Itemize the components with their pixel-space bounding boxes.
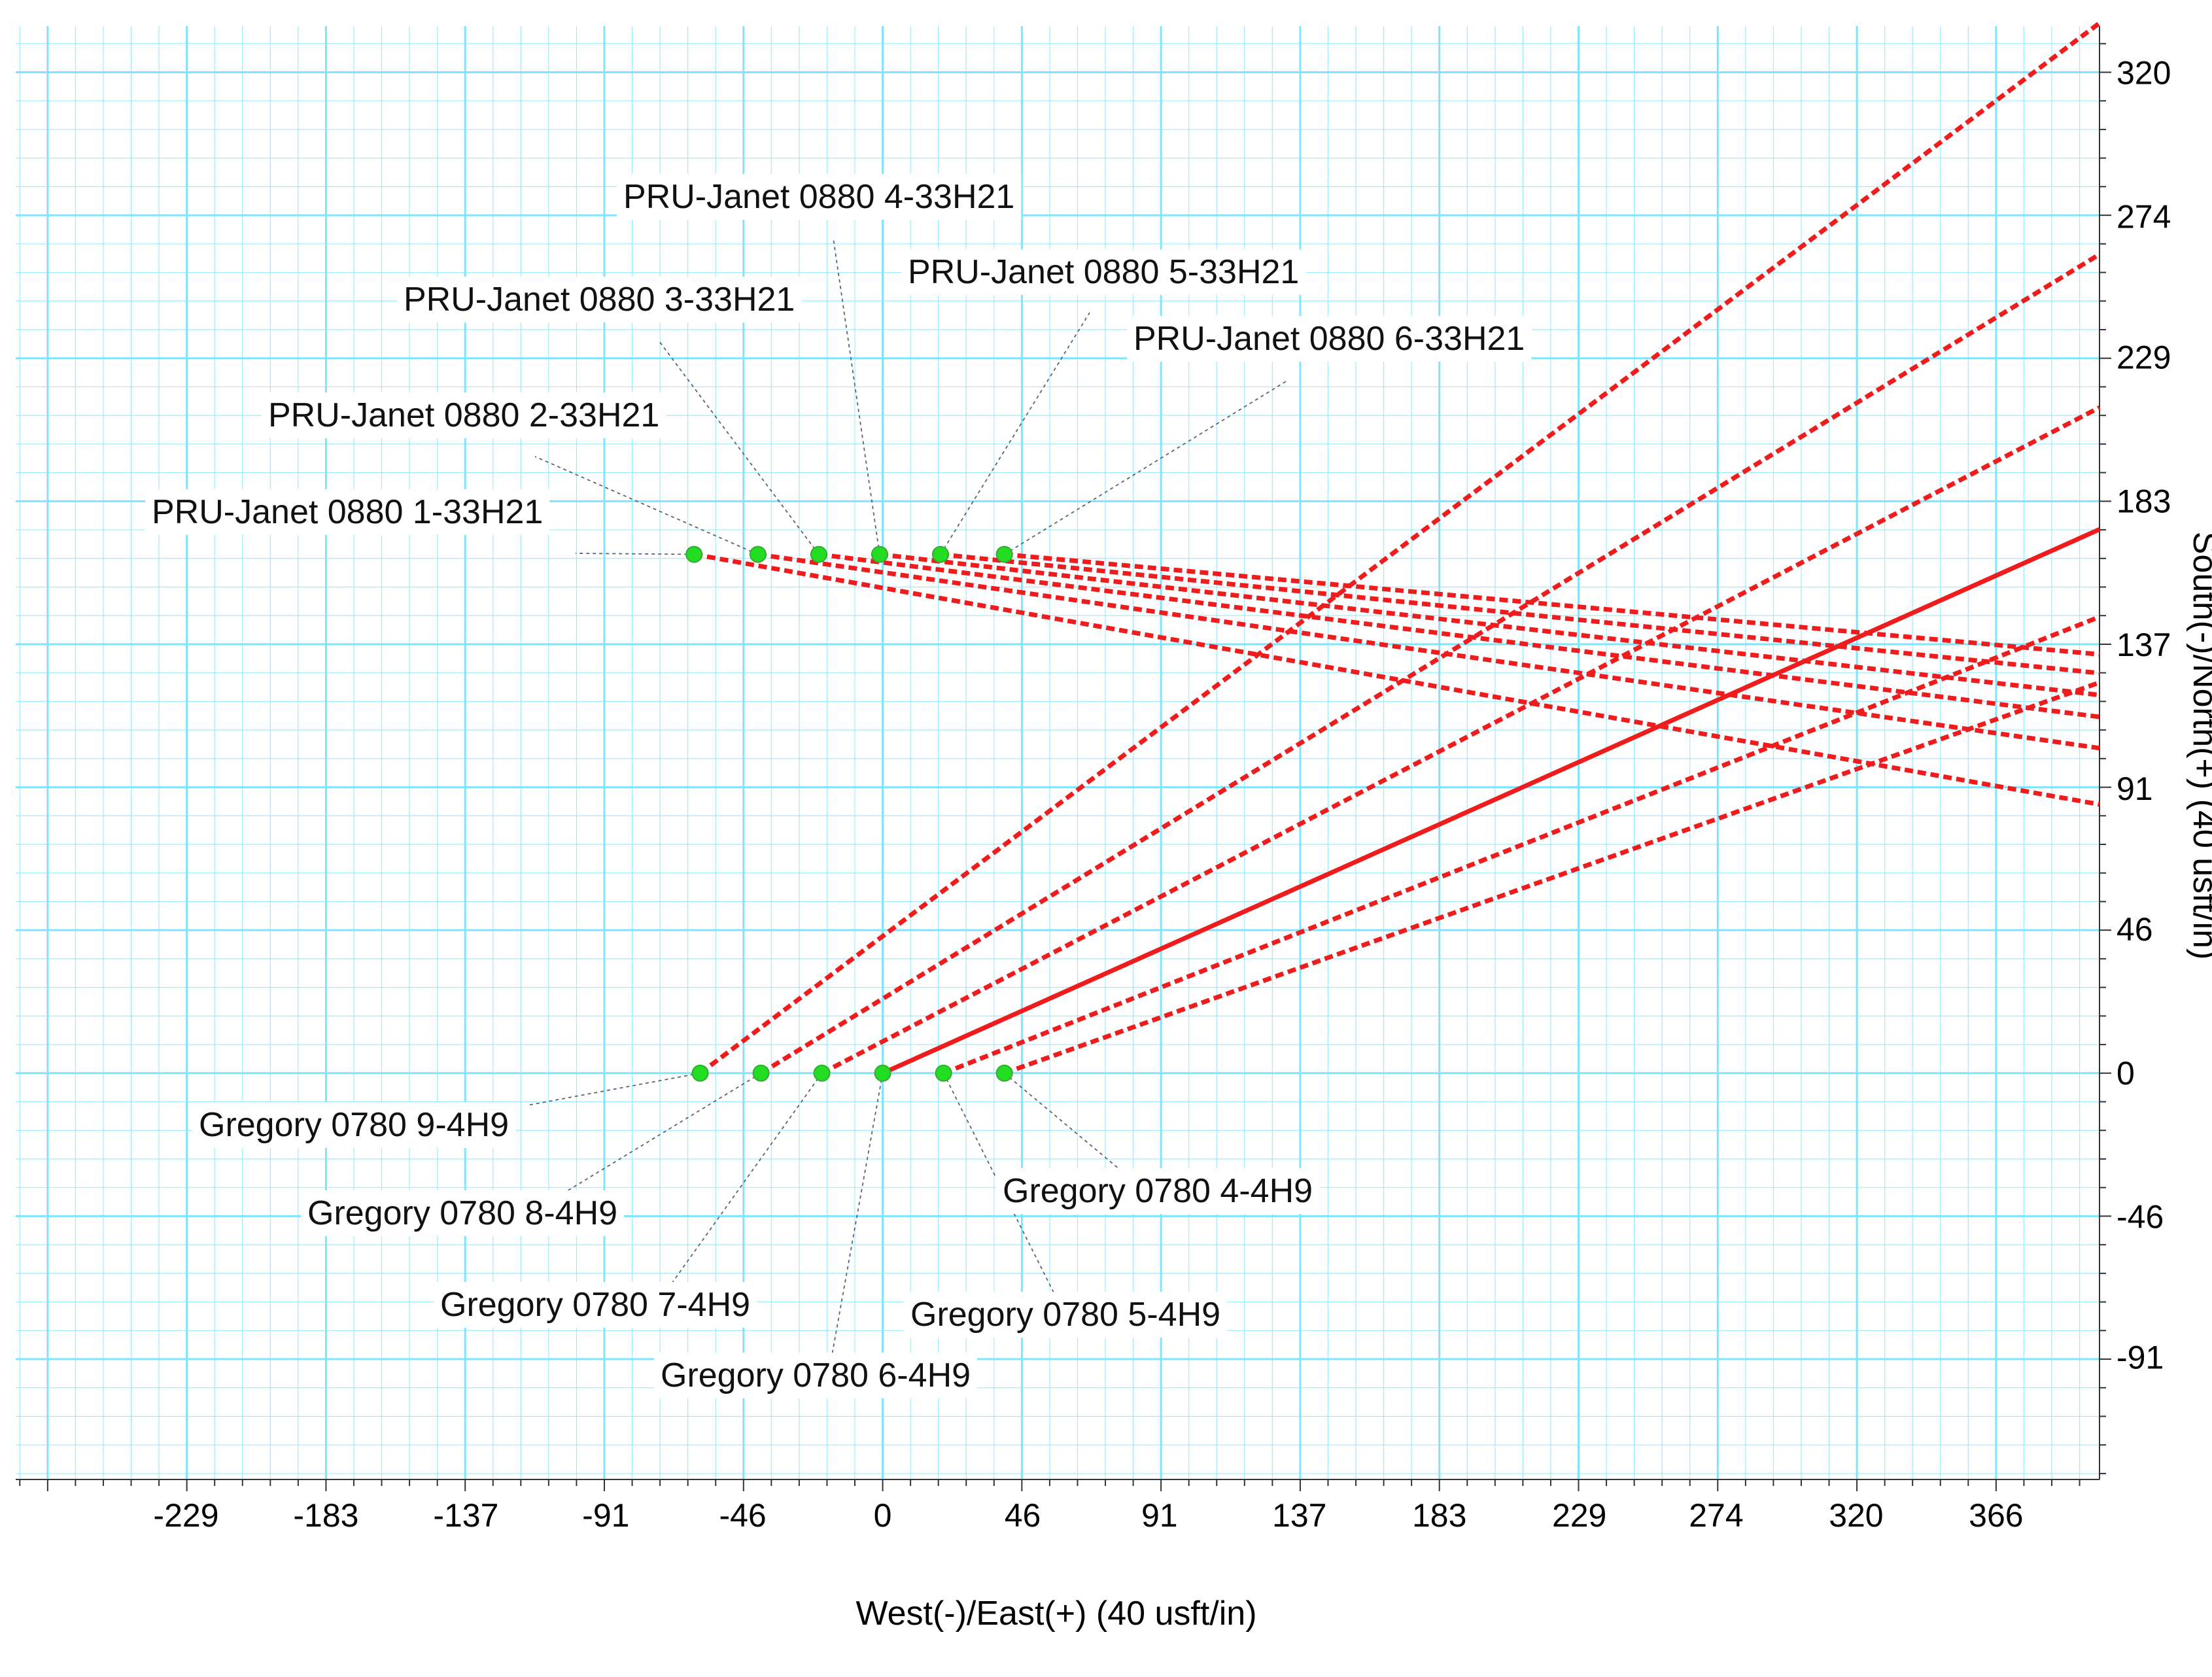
label-leader-line — [940, 312, 1090, 555]
x-tick-label: 137 — [1272, 1497, 1326, 1534]
well-label: PRU-Janet 0880 3-33H21 — [404, 281, 795, 319]
well-label-background — [1127, 316, 1532, 362]
well-surface-marker — [935, 1064, 952, 1082]
well-path-line — [942, 614, 2101, 1076]
well-label-background — [145, 489, 550, 535]
well-surface-marker — [871, 545, 888, 563]
well-surface-marker — [752, 1064, 770, 1082]
well-path-line — [818, 552, 2100, 719]
x-tick-label: -229 — [153, 1497, 218, 1534]
x-tick-label: 183 — [1412, 1497, 1466, 1534]
label-leader-line — [527, 1072, 700, 1106]
x-tick-label: 0 — [874, 1497, 892, 1534]
y-tick-label: 0 — [2117, 1055, 2135, 1092]
x-tick-label: -91 — [582, 1497, 629, 1534]
well-label-background — [301, 1190, 625, 1236]
well-surface-marker — [810, 545, 827, 563]
well-surface-marker — [691, 1064, 709, 1082]
x-axis-title: West(-)/East(+) (40 usft/in) — [855, 1595, 1256, 1633]
well-path-line — [820, 405, 2101, 1075]
well-label: PRU-Janet 0880 6-33H21 — [1133, 320, 1525, 358]
y-tick-label: 183 — [2117, 483, 2171, 519]
well-label: Gregory 0780 5-4H9 — [910, 1296, 1220, 1334]
well-path-line — [879, 552, 2100, 698]
marker-layer — [685, 545, 1013, 1082]
y-tick-label: -91 — [2117, 1340, 2164, 1376]
x-tick-label: 366 — [1969, 1497, 2023, 1534]
well-label-background — [262, 392, 666, 438]
well-path-line — [1003, 680, 2101, 1076]
x-tick-label: 91 — [1141, 1497, 1178, 1534]
axis-layer: -229 -183 -137 -91 -46 0 46 91 137 183 229 274 320 36… — [16, 26, 2171, 1534]
x-tick-label: 229 — [1552, 1497, 1606, 1534]
y-tick-label: 91 — [2117, 770, 2153, 807]
label-leader-line — [1004, 380, 1288, 555]
well-path-line — [882, 527, 2101, 1075]
well-label: PRU-Janet 0880 5-33H21 — [908, 253, 1299, 291]
well-path-line — [693, 552, 2100, 807]
label-leader-line — [831, 1073, 884, 1356]
x-tick-label: 274 — [1689, 1497, 1743, 1534]
label-leader-line — [659, 341, 820, 555]
well-path-line — [1004, 552, 2100, 657]
well-surface-marker — [749, 545, 767, 563]
series-layer — [693, 21, 2101, 1076]
well-surface-marker — [931, 545, 949, 563]
label-leader-line — [534, 456, 759, 555]
leader-layer — [527, 237, 1288, 1356]
well-surface-marker — [813, 1064, 831, 1082]
grid-layer — [16, 26, 2100, 1479]
well-label: PRU-Janet 0880 1-33H21 — [152, 493, 543, 531]
well-label: Gregory 0780 7-4H9 — [440, 1286, 750, 1324]
well-label: PRU-Janet 0880 2-33H21 — [268, 396, 659, 434]
x-tick-label: 46 — [1005, 1497, 1041, 1534]
well-label: PRU-Janet 0880 4-33H21 — [623, 178, 1014, 216]
well-label-background — [901, 249, 1306, 295]
label-layer: PRU-Janet 0880 1-33H21 PRU-Janet 0880 2-3… — [145, 174, 1532, 1398]
y-tick-label: 320 — [2117, 55, 2171, 92]
well-path-line — [699, 21, 2101, 1075]
x-tick-label: -137 — [433, 1497, 498, 1534]
well-label-background — [904, 1292, 1228, 1338]
label-leader-line — [833, 237, 880, 555]
well-path-line — [757, 552, 2100, 751]
well-path-line — [940, 552, 2100, 676]
well-surface-marker — [995, 545, 1013, 563]
well-label: Gregory 0780 4-4H9 — [1003, 1172, 1313, 1210]
label-leader-line — [942, 1073, 1055, 1294]
y-tick-label: 137 — [2117, 627, 2171, 663]
y-tick-label: 229 — [2117, 339, 2171, 376]
label-leader-line — [563, 1073, 761, 1194]
x-tick-label: 320 — [1829, 1497, 1883, 1534]
well-surface-marker — [874, 1064, 891, 1082]
well-label-background — [617, 174, 1022, 220]
x-tick-label: -46 — [719, 1497, 766, 1534]
y-tick-label: 46 — [2117, 911, 2153, 948]
label-leader-line — [670, 1073, 823, 1286]
well-label: Gregory 0780 8-4H9 — [307, 1194, 617, 1232]
y-axis-title: South(-)/North(+) (40 usft/in) — [2186, 532, 2212, 960]
well-surface-marker — [995, 1064, 1013, 1082]
well-label-background — [654, 1353, 978, 1398]
well-label-background — [397, 277, 802, 322]
well-surface-marker — [685, 545, 703, 563]
well-label-background — [434, 1282, 757, 1328]
y-tick-label: -46 — [2117, 1199, 2164, 1236]
well-label: Gregory 0780 6-4H9 — [661, 1357, 971, 1394]
well-label-background — [192, 1102, 516, 1148]
well-label: Gregory 0780 9-4H9 — [199, 1106, 509, 1144]
well-label-background — [996, 1168, 1320, 1214]
label-leader-line — [575, 553, 695, 555]
x-tick-label: -183 — [293, 1497, 358, 1534]
y-tick-label: 274 — [2117, 198, 2171, 235]
